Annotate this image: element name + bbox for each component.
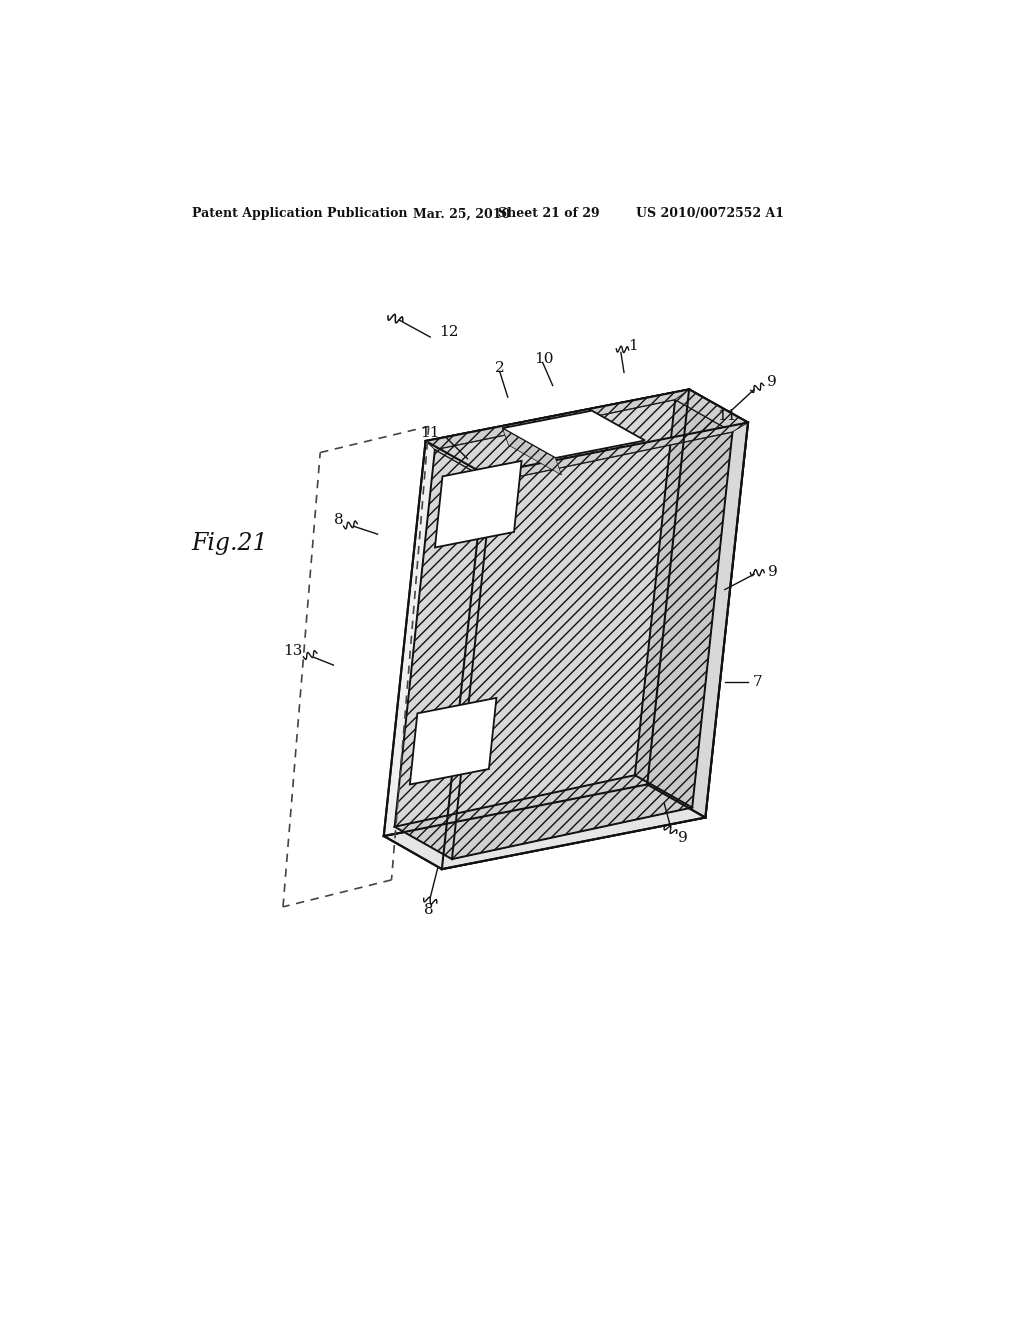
Polygon shape (426, 389, 748, 474)
Polygon shape (394, 400, 675, 826)
Text: 10: 10 (534, 351, 553, 366)
Polygon shape (503, 428, 561, 475)
Text: Fig.21: Fig.21 (191, 532, 268, 554)
Text: 9: 9 (767, 375, 777, 388)
Text: 12: 12 (439, 325, 459, 339)
Text: 9: 9 (768, 565, 778, 579)
Text: 7: 7 (753, 675, 762, 689)
Polygon shape (435, 400, 732, 482)
Text: 11: 11 (420, 426, 439, 441)
Text: Patent Application Publication: Patent Application Publication (191, 207, 408, 220)
Polygon shape (675, 389, 748, 432)
Polygon shape (426, 389, 689, 449)
Text: 8: 8 (334, 513, 343, 527)
Text: 13: 13 (283, 644, 302, 659)
Text: 9: 9 (678, 830, 688, 845)
Text: 8: 8 (424, 903, 433, 917)
Polygon shape (426, 441, 493, 482)
Polygon shape (503, 411, 645, 458)
Polygon shape (647, 389, 748, 817)
Text: Mar. 25, 2010: Mar. 25, 2010 (414, 207, 510, 220)
Text: 2: 2 (496, 360, 505, 375)
Polygon shape (484, 422, 748, 482)
Text: 11: 11 (717, 409, 736, 424)
Polygon shape (394, 775, 692, 859)
Polygon shape (435, 461, 521, 548)
Text: 1: 1 (628, 338, 638, 352)
Text: Sheet 21 of 29: Sheet 21 of 29 (499, 207, 600, 220)
Polygon shape (452, 432, 732, 859)
Polygon shape (384, 389, 689, 836)
Polygon shape (410, 698, 497, 784)
Polygon shape (442, 422, 748, 869)
Polygon shape (635, 400, 732, 808)
Polygon shape (384, 784, 706, 869)
Text: US 2010/0072552 A1: US 2010/0072552 A1 (636, 207, 783, 220)
